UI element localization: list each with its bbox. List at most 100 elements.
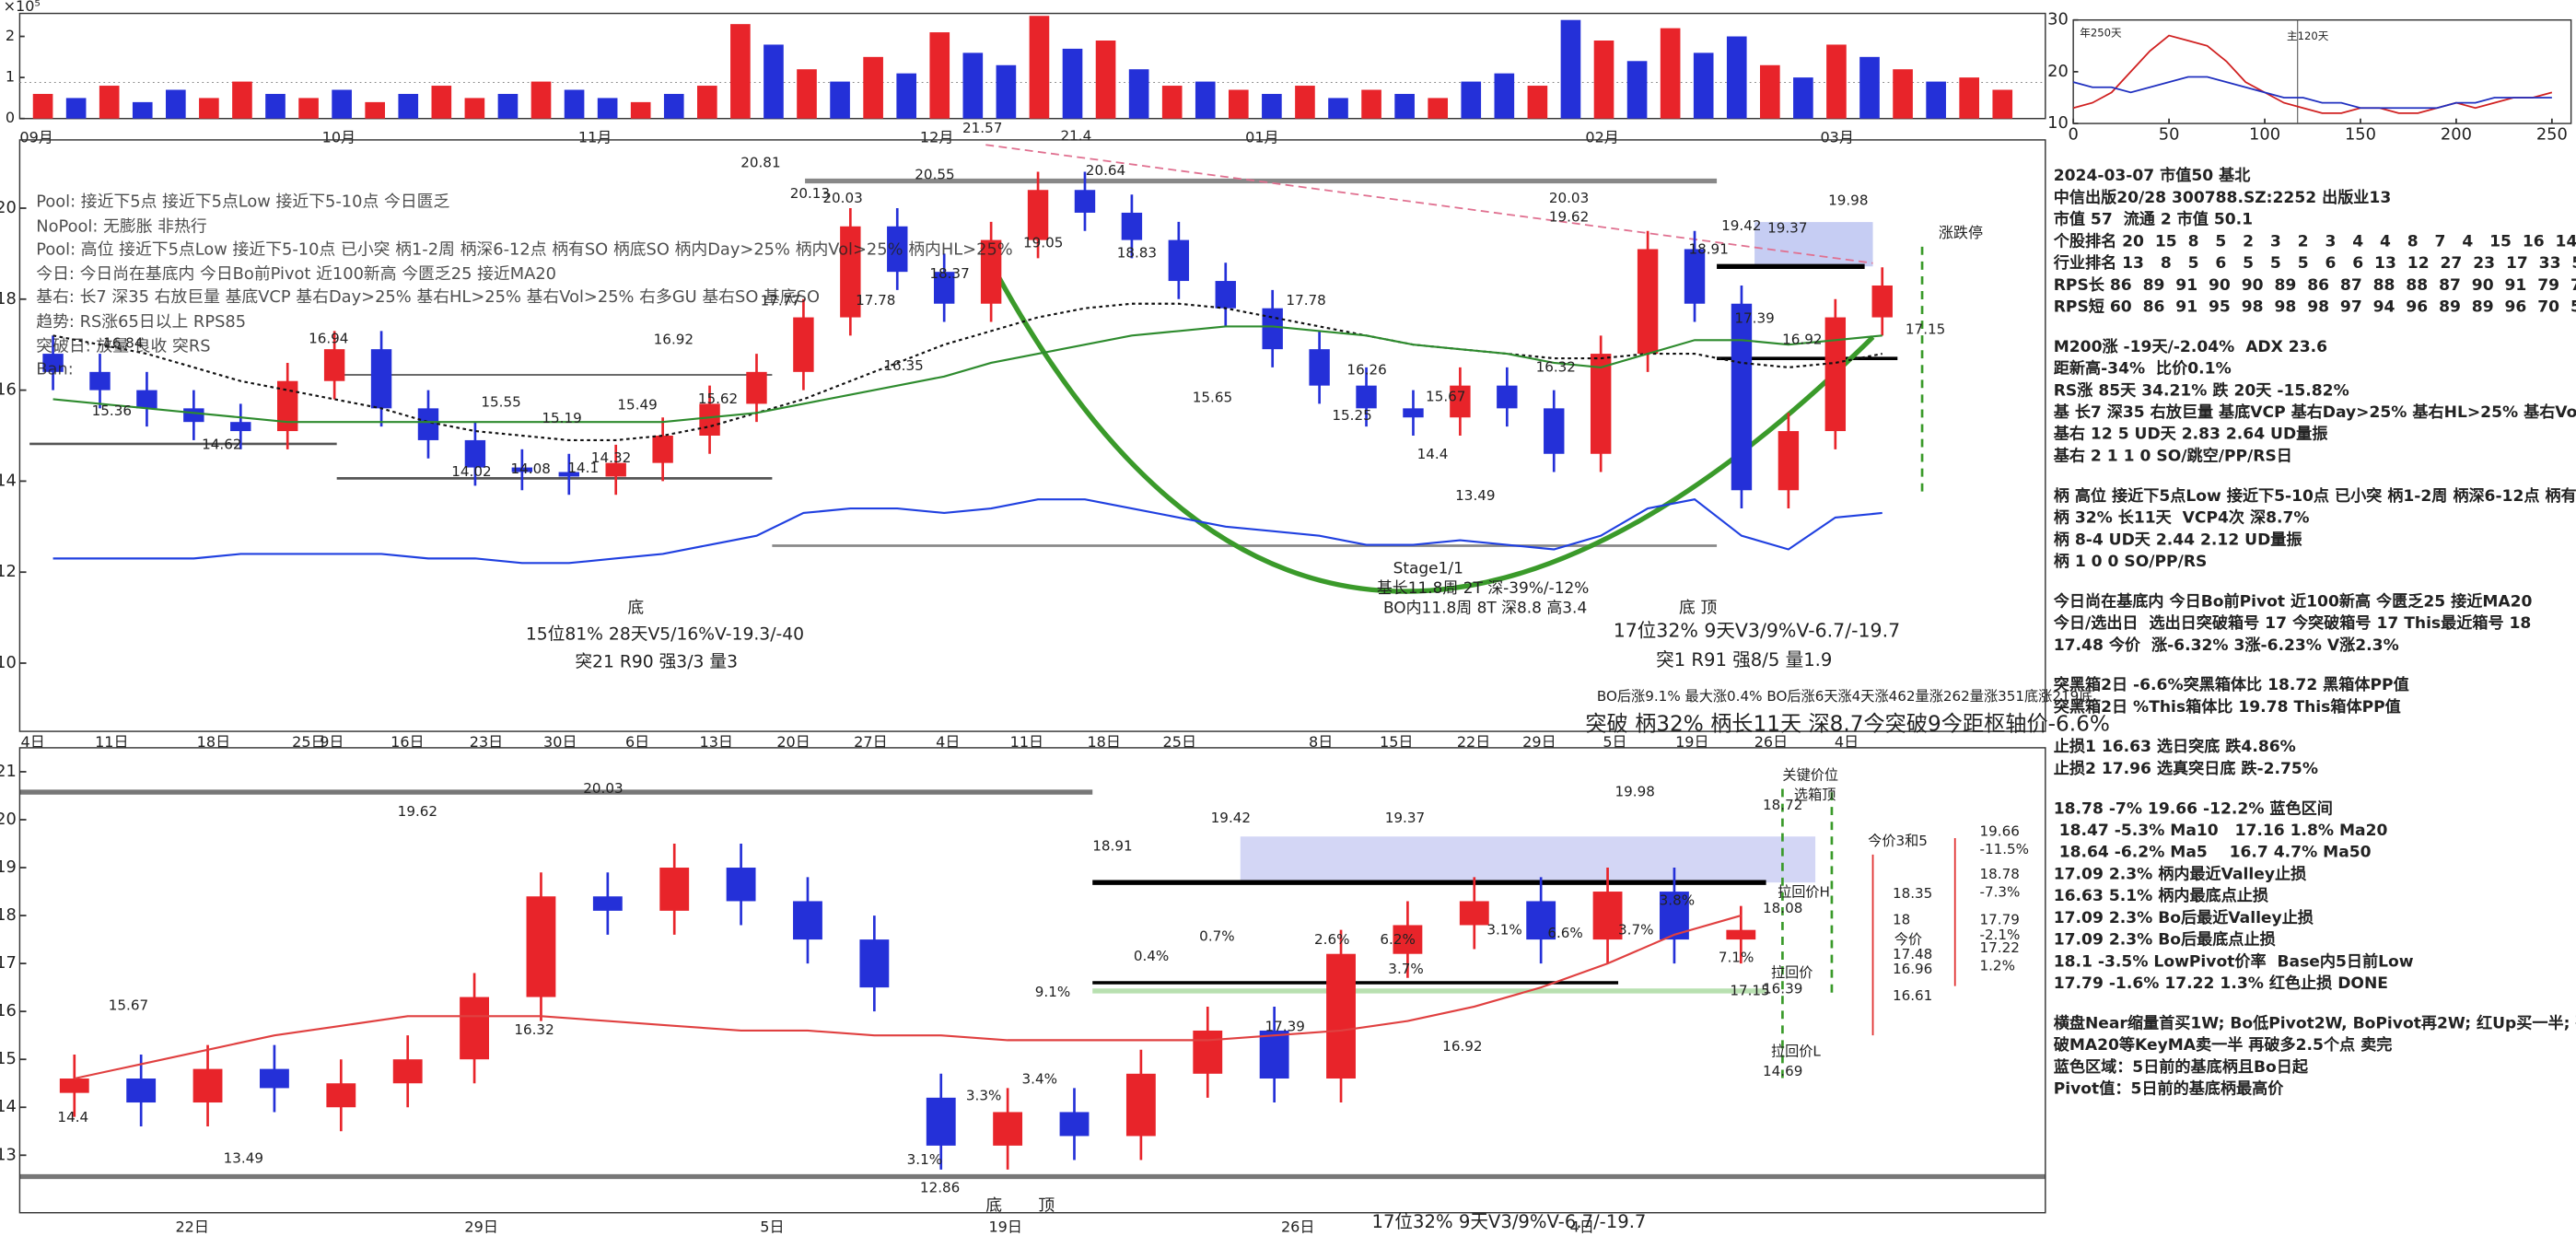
annotation: 17位32% 9天V3/9%V-6.7/-19.7 (1614, 619, 1900, 641)
volume-bar (1992, 89, 2013, 119)
y-tick-label: 16 (0, 1001, 17, 1020)
volume-bar (32, 93, 53, 119)
annotation: 基长11.8周 2T 深-39%/-12% (1377, 578, 1590, 597)
y-tick-label: 12 (0, 562, 17, 581)
annotation: 3.7% (1388, 961, 1424, 977)
candle-body (1262, 308, 1283, 350)
price-label: 16.26 (1346, 361, 1386, 378)
annotation: 3.8% (1660, 892, 1696, 908)
price-label: 19.42 (1211, 810, 1251, 826)
info-line: 16.63 5.1% 柄内最底点止损 (2054, 886, 2268, 905)
candle-body (1684, 249, 1706, 304)
volume-bar (1161, 86, 1183, 119)
candle-body (1592, 892, 1623, 940)
volume-bar (1229, 89, 1249, 119)
x-tick-label: 30日 (543, 733, 577, 751)
x-tick-label: 50 (2159, 125, 2180, 145)
volume-bar (630, 101, 651, 119)
info-line: 柄 8-4 UD天 2.44 2.12 UD量振 (2054, 530, 2303, 549)
annotation: 今日: 今日尚在基底内 今日Bo前Pivot 近100新高 今匮乏25 接近MA… (36, 264, 556, 284)
info-line: 今日尚在基底内 今日Bo前Pivot 近100新高 今匮乏25 接近MA20 (2053, 591, 2533, 611)
candle-body (230, 422, 251, 432)
candle-body (699, 403, 720, 436)
trend-line (985, 144, 1873, 264)
info-line: 17.09 2.3% Bo后最近Valley止损 (2054, 908, 2314, 927)
ma-line (74, 915, 1742, 1080)
decor (19, 144, 2046, 1180)
price-label: 17.48 (1893, 946, 1932, 962)
volume-bar (763, 44, 784, 119)
volume-bar (232, 81, 252, 119)
x-tick-label: 250 (2536, 125, 2568, 145)
price-label: 15.62 (698, 391, 738, 407)
x-tick-label: 0 (2068, 125, 2078, 145)
volume-bar (1626, 61, 1648, 119)
x-tick-label: 4日 (21, 733, 45, 751)
volume-bar (1195, 81, 1216, 119)
y-tick-label: 19 (0, 857, 17, 877)
price-label: 18.78 (1979, 866, 2019, 882)
volume-bar (597, 98, 618, 119)
candle-body (1403, 408, 1424, 418)
x-tick-label: 4日 (1570, 1218, 1594, 1235)
candle-body (1731, 303, 1753, 491)
price-label: 20.13 (790, 185, 830, 202)
x-tick-label: 200 (2441, 125, 2472, 145)
volume-bar (1660, 28, 1681, 119)
x-tick-label: 29日 (464, 1218, 497, 1235)
price-label: 15.25 (1332, 407, 1371, 424)
volume-bar (1328, 98, 1348, 119)
x-tick-label: 4日 (936, 733, 960, 751)
price-label: 18.91 (1092, 837, 1132, 854)
info-line: 破MA20等KeyMA卖一半 再破多2.5个点 卖完 (2054, 1035, 2393, 1055)
info-line: 个股排名 20 15 8 5 2 3 2 3 4 4 8 7 4 15 16 1… (2053, 231, 2576, 251)
candle-body (926, 1097, 956, 1146)
candle-body (1326, 953, 1356, 1079)
x-tick-label: 11月 (578, 129, 612, 146)
price-label: 17.78 (1286, 292, 1325, 309)
annotation: 关键价位 (1782, 767, 1838, 784)
candle-body (89, 371, 111, 391)
info-line: RPS长 86 89 91 90 90 89 86 87 88 88 87 90… (2054, 275, 2576, 295)
candle-body (659, 868, 690, 911)
candle-body (1074, 190, 1096, 213)
candle-body (460, 997, 489, 1060)
candle-body (746, 371, 767, 404)
price-label: 14.4 (57, 1109, 88, 1125)
info-line: 基右 2 1 1 0 SO/跳空/PP/RS日 (2054, 446, 2292, 465)
info-line: 蓝色区域：5日前的基底柄且Bo日起 (2054, 1057, 2309, 1077)
candle-body (1778, 431, 1800, 491)
candle-body (136, 390, 157, 409)
price-label: 20.64 (1086, 162, 1125, 179)
annotation: Ban: (36, 360, 73, 379)
candle-body (605, 462, 626, 477)
candle-body (1125, 1073, 1156, 1137)
info-line: 止损1 16.63 选日突底 跌4.86% (2054, 737, 2296, 756)
annotation: 选箱顶 (1794, 787, 1836, 803)
y-tick-label: 10 (2047, 113, 2069, 133)
y-tick-label: 21 (0, 762, 17, 781)
price-label: 15.55 (481, 393, 520, 410)
info-line: 18.47 -5.3% Ma10 17.16 1.8% Ma20 (2054, 822, 2388, 840)
volume-bar (398, 93, 419, 119)
price-label: 17.15 (1906, 321, 1945, 337)
panel-frame (18, 747, 2046, 1214)
volume-bar (298, 98, 319, 119)
candle-body (887, 226, 908, 273)
volume-bar (996, 64, 1017, 119)
x-tick-label: 20日 (776, 733, 810, 751)
x-tick-label: 18日 (1087, 733, 1120, 751)
price-label: 17.22 (1979, 939, 2019, 956)
candle-body (993, 1112, 1023, 1146)
x-tick-label: 8日 (1309, 733, 1333, 751)
volume-bar (464, 98, 485, 119)
annotation: 6.6% (1547, 925, 1583, 941)
y-tick-label: 18 (0, 289, 17, 309)
info-line: M200涨 -19天/-2.04% ADX 23.6 (2054, 338, 2327, 356)
x-tick-label: 9日 (320, 733, 344, 751)
x-tick-label: 27日 (854, 733, 887, 751)
annotation: -2.1% (1979, 927, 2020, 943)
candle-body (1309, 349, 1330, 386)
volume-bar (564, 89, 585, 119)
